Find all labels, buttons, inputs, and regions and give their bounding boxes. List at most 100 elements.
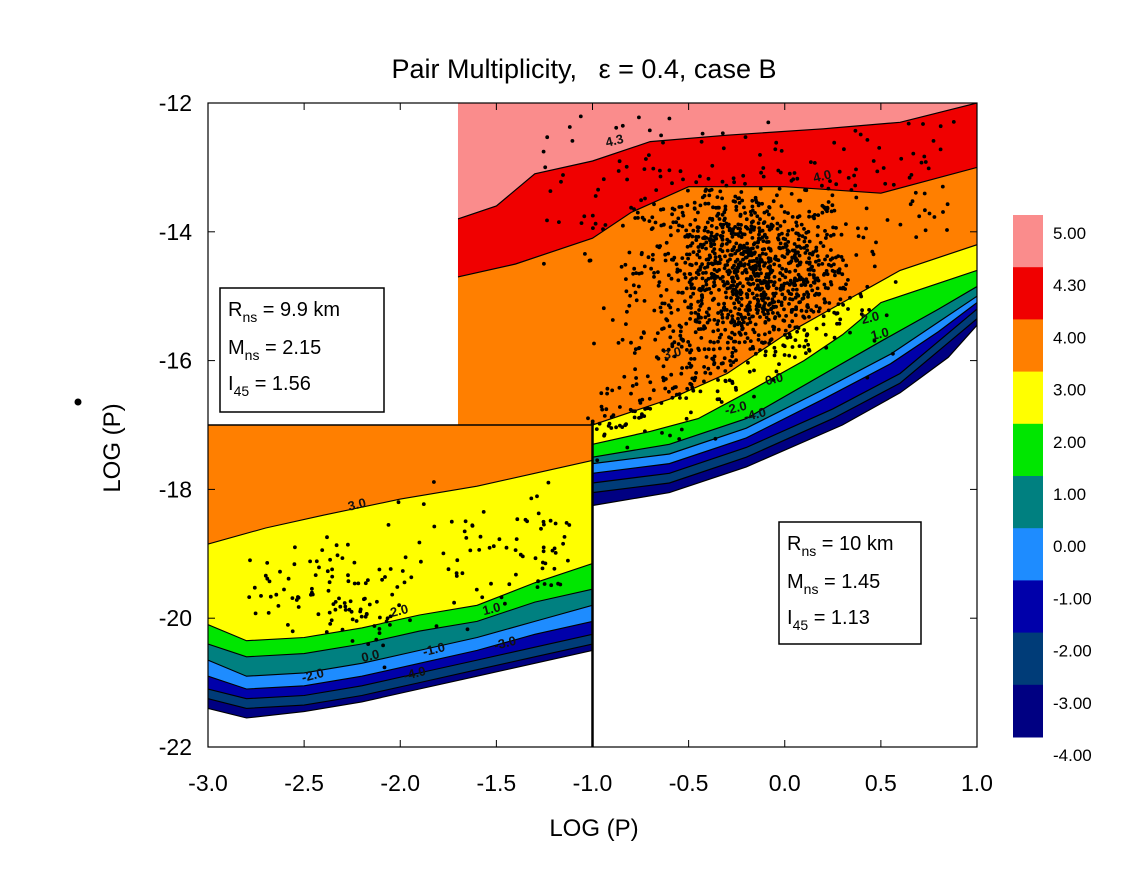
scatter-point-795 — [678, 329, 683, 334]
scatter-point-983 — [757, 254, 762, 258]
scatter-point-1375 — [721, 222, 726, 227]
scatter-point-883 — [762, 220, 767, 225]
scatter-point-1012 — [707, 287, 712, 291]
scatter-point-52 — [701, 271, 705, 275]
scatter-point-1542 — [454, 571, 459, 576]
colorbar-label-6: 0.00 — [1053, 537, 1086, 556]
scatter-point-157 — [761, 239, 766, 244]
scatter-point-916 — [658, 305, 663, 310]
upper-band-9 — [457, 318, 977, 516]
scatter-point-1309 — [670, 342, 675, 347]
y-axis-label: LOG (P) — [99, 403, 126, 492]
scatter-point-418 — [601, 306, 606, 311]
scatter-point-1593 — [267, 579, 272, 584]
scatter-point-1219 — [774, 369, 779, 374]
scatter-point-127 — [786, 229, 791, 233]
scatter-point-1518 — [382, 665, 387, 670]
colorbar: 5.00 4.30 4.00 3.00 2.00 1.00 0.00 -1.00 -2.00 -3… — [1013, 215, 1092, 765]
scatter-point-1172 — [624, 422, 628, 427]
scatter-point-867 — [776, 299, 781, 304]
scatter-point-1426 — [854, 167, 858, 172]
scatter-point-463 — [672, 255, 677, 260]
upper-contour-label-0: 4.3 — [604, 131, 625, 150]
scatter-point-481 — [727, 226, 732, 231]
scatter-point-920 — [677, 223, 681, 228]
scatter-point-96 — [650, 257, 655, 262]
scatter-point-1011 — [787, 249, 791, 254]
scatter-point-1129 — [633, 347, 638, 352]
scatter-point-1623 — [335, 553, 340, 558]
scatter-point-716 — [668, 225, 673, 230]
scatter-point-877 — [723, 282, 727, 287]
scatter-point-932 — [765, 209, 769, 214]
scatter-point-225 — [757, 232, 761, 237]
scatter-point-1341 — [663, 386, 668, 391]
scatter-point-817 — [789, 259, 794, 263]
scatter-point-445 — [696, 299, 700, 304]
scatter-point-144 — [803, 251, 808, 255]
scatter-point-869 — [623, 262, 628, 267]
scatter-point-961 — [753, 250, 757, 255]
scatter-point-1135 — [793, 325, 798, 330]
scatter-point-1087 — [836, 302, 841, 306]
scatter-point-802 — [733, 194, 738, 199]
scatter-point-85 — [808, 283, 813, 288]
scatter-point-812 — [837, 267, 842, 272]
scatter-point-737 — [764, 315, 769, 320]
scatter-point-354 — [793, 295, 798, 300]
x-tick-label-6: 0.0 — [769, 770, 801, 796]
scatter-point-1370 — [917, 214, 922, 219]
scatter-point-384 — [830, 203, 835, 208]
scatter-point-846 — [734, 293, 739, 298]
scatter-point-1468 — [543, 165, 548, 170]
scatter-point-1251 — [771, 304, 776, 309]
scatter-point-393 — [807, 214, 811, 219]
scatter-point-1257 — [625, 445, 630, 450]
scatter-point-864 — [730, 234, 735, 239]
scatter-point-692 — [628, 293, 633, 298]
scatter-point-1220 — [848, 330, 852, 335]
scatter-point-1205 — [661, 364, 666, 369]
scatter-point-1360 — [642, 167, 647, 172]
scatter-point-1484 — [274, 592, 279, 597]
scatter-point-917 — [703, 288, 707, 293]
scatter-point-1609 — [441, 551, 446, 556]
scatter-point-873 — [837, 270, 842, 275]
scatter-point-1507 — [553, 551, 558, 555]
scatter-point-1037 — [713, 274, 718, 278]
scatter-point-719 — [743, 225, 748, 229]
scatter-point-1619 — [268, 594, 273, 599]
scatter-point-872 — [632, 207, 636, 212]
scatter-point-1029 — [697, 287, 702, 292]
scatter-point-825 — [658, 244, 662, 248]
scatter-point-156 — [695, 252, 700, 257]
scatter-point-1227 — [664, 317, 669, 321]
scatter-point-1629 — [489, 581, 493, 586]
scatter-point-772 — [829, 248, 833, 252]
scatter-point-102 — [814, 304, 819, 309]
x-tick-label-7: 0.5 — [865, 770, 897, 796]
scatter-point-1427 — [773, 147, 778, 152]
scatter-point-1221 — [729, 320, 733, 325]
upper-band-4 — [457, 270, 977, 464]
scatter-point-145 — [730, 314, 735, 318]
scatter-point-1448 — [639, 198, 643, 203]
scatter-point-1444 — [758, 153, 762, 157]
scatter-point-908 — [755, 311, 760, 315]
scatter-point-274 — [691, 250, 696, 255]
scatter-point-1531 — [434, 624, 439, 629]
scatter-point-1051 — [717, 335, 722, 340]
scatter-point-163 — [684, 321, 689, 326]
scatter-point-1422 — [932, 215, 937, 219]
scatter-point-1352 — [594, 427, 599, 431]
scatter-point-1383 — [715, 195, 720, 200]
scatter-point-1241 — [738, 333, 743, 337]
scatter-point-1390 — [877, 146, 882, 150]
scatter-point-1265 — [790, 255, 795, 260]
scatter-point-1602 — [480, 595, 485, 600]
scatter-point-1596 — [468, 548, 473, 553]
scatter-point-784 — [824, 345, 829, 350]
upper-contour-label-6: -2.0 — [723, 398, 748, 418]
scatter-point-1504 — [247, 595, 252, 599]
scatter-point-911 — [817, 306, 822, 311]
